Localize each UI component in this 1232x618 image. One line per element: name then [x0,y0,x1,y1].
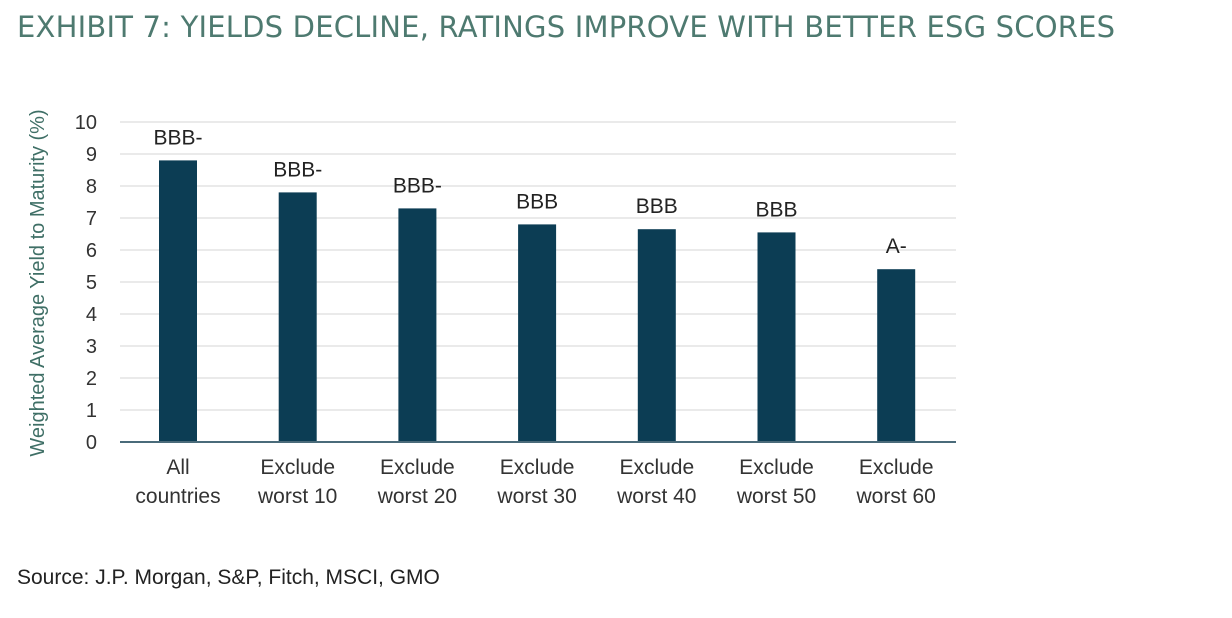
y-tick-label: 4 [86,304,97,326]
bars [159,160,916,442]
bar [877,269,916,442]
bar [518,224,557,442]
data-label: BBB- [153,126,202,149]
y-axis-ticks: 0 1 2 3 4 5 6 7 8 9 10 [75,112,97,454]
y-tick-label: 1 [86,400,97,422]
y-tick-label: 3 [86,336,97,358]
data-label: BBB [755,198,797,221]
y-tick-label: 5 [86,272,97,294]
y-axis-label: Weighted Average Yield to Maturity (%) [27,109,49,456]
y-tick-label: 9 [86,144,97,166]
y-tick-label: 2 [86,368,97,390]
x-category-label: Exclude [859,456,934,479]
y-tick-label: 6 [86,240,97,262]
y-tick-label: 7 [86,208,97,230]
bar-chart: 0 1 2 3 4 5 6 7 8 9 10 BBB- BBB- BBB- BBB BBB BBB A- All… [27,109,956,508]
x-category-label: worst 50 [736,485,816,508]
x-axis-categories: All countries Exclude worst 10 Exclude worst … [135,456,935,508]
x-category-label: worst 10 [257,485,337,508]
data-label: BBB- [273,158,322,181]
data-label: BBB- [393,174,442,197]
x-category-label: worst 30 [496,485,576,508]
x-category-label: Exclude [380,456,455,479]
bar [757,232,796,442]
data-label: A- [886,235,907,258]
y-tick-label: 10 [75,112,97,134]
x-category-label: Exclude [619,456,694,479]
chart-title: EXHIBIT 7: YIELDS DECLINE, RATINGS IMPRO… [17,10,1116,44]
x-category-label: Exclude [260,456,335,479]
y-tick-label: 0 [86,432,97,454]
x-category-label: worst 40 [616,485,696,508]
data-label: BBB [636,195,678,218]
bar [637,229,676,442]
x-category-label: worst 60 [856,485,936,508]
x-category-label: Exclude [739,456,814,479]
x-category-label: worst 20 [377,485,457,508]
x-category-label: countries [135,485,220,508]
bar [278,192,317,442]
y-tick-label: 8 [86,176,97,198]
data-labels: BBB- BBB- BBB- BBB BBB BBB A- [153,126,906,258]
x-category-label: Exclude [500,456,575,479]
x-category-label: All [166,456,189,479]
bar [398,208,437,442]
source-note: Source: J.P. Morgan, S&P, Fitch, MSCI, G… [17,566,440,589]
data-label: BBB [516,190,558,213]
bar [159,160,197,442]
